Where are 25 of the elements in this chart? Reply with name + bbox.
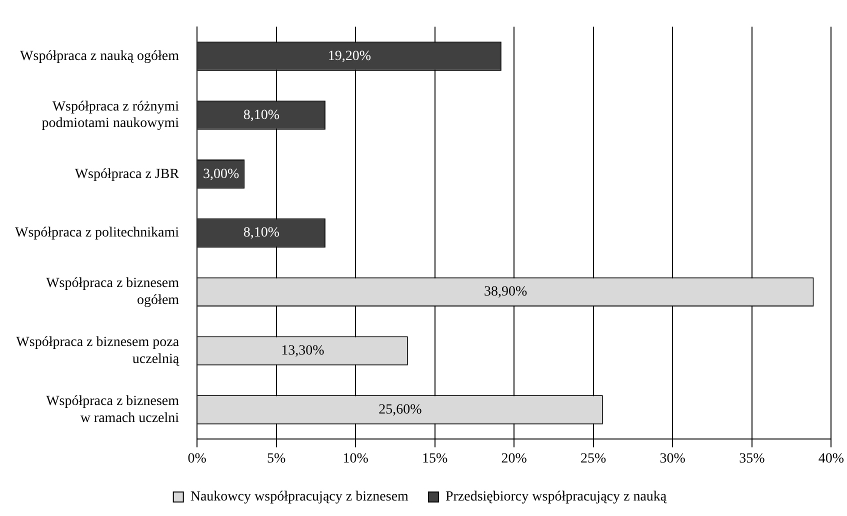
data-label: 8,10% xyxy=(243,226,280,241)
x-tick-label: 40% xyxy=(818,451,844,466)
data-label: 19,20% xyxy=(328,48,372,64)
y-tick-label: Współpraca z biznesem poza uczelnią xyxy=(16,335,180,367)
y-tick-label: Współpraca z biznesem w ramach uczelni xyxy=(46,394,180,426)
data-label: 13,30% xyxy=(281,344,325,358)
data-label: 38,90% xyxy=(484,284,528,300)
legend-label: Naukowcy współpracujący z biznesem xyxy=(190,490,409,505)
x-tick-label: 15% xyxy=(422,451,448,466)
x-tick-label: 35% xyxy=(739,451,766,466)
data-label: 8,10% xyxy=(243,108,280,123)
x-tick-label: 0% xyxy=(188,451,207,466)
y-tick-label: Współpraca z biznesem ogółem xyxy=(46,276,180,308)
x-tick-label: 5% xyxy=(266,451,286,466)
y-tick-label: Współpraca z JBR xyxy=(74,166,180,182)
y-tick-label: Współpraca z różnymi podmiotami naukowymi xyxy=(42,99,180,132)
data-label: 3,00% xyxy=(202,166,240,182)
x-tick-label: 20% xyxy=(501,451,528,466)
y-tick-label: Współpraca z politechnikami xyxy=(14,226,180,241)
x-tick-label: 25% xyxy=(580,451,607,466)
x-tick-label: 10% xyxy=(342,451,369,466)
data-label: 25,60% xyxy=(378,402,422,418)
legend-label: Przedsiębiorcy współpracujący z nauką xyxy=(445,490,668,505)
x-tick-label: 30% xyxy=(660,451,686,466)
y-tick-label: Współpraca z nauką ogółem xyxy=(20,48,180,64)
